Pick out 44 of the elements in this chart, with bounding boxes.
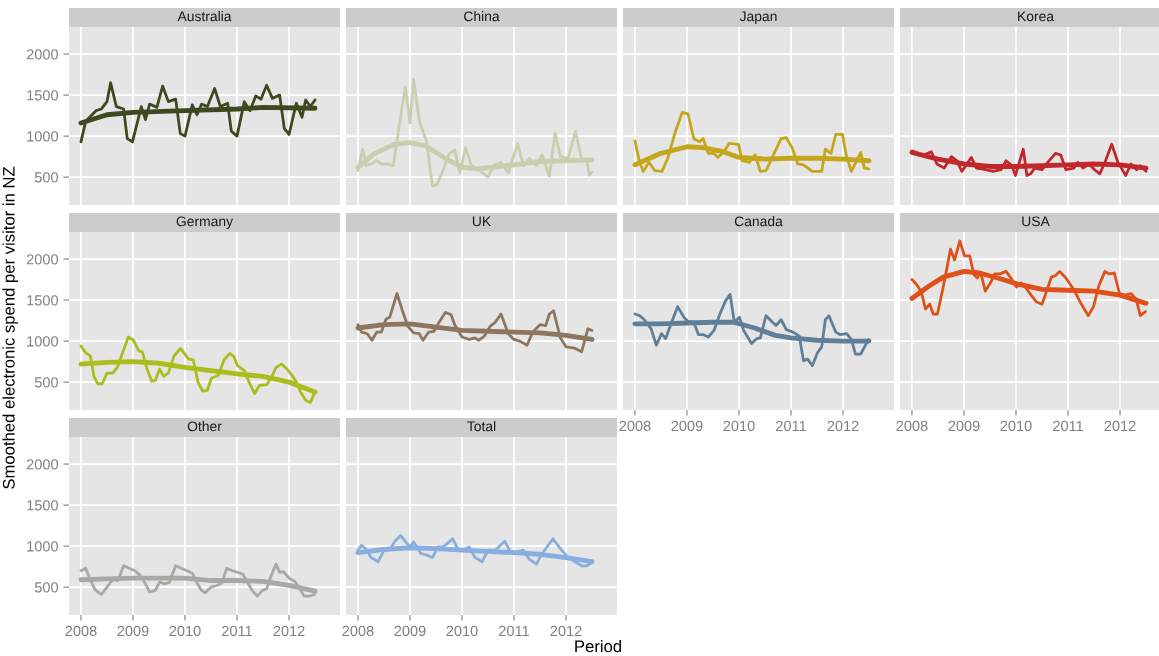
x-axis-title: Period: [575, 640, 622, 653]
chart-title: UK: [472, 216, 491, 227]
x-tick-label: 2008: [896, 420, 928, 432]
y-tick-label: 1500: [27, 90, 59, 101]
x-tick-label: 2012: [273, 625, 305, 637]
y-tick-label: 500: [34, 582, 59, 593]
chart-title: China: [464, 11, 500, 22]
x-tick-label: 2011: [776, 420, 806, 432]
x-tick-label: 2008: [342, 625, 374, 637]
x-tick-label: 2009: [117, 625, 149, 637]
x-tick-label: 2010: [723, 420, 755, 432]
x-tick-label: 2011: [1053, 420, 1083, 432]
y-tick-label: 1500: [27, 295, 59, 306]
x-tick-label: 2010: [169, 625, 201, 637]
y-tick-label: 2000: [26, 459, 59, 470]
chart-title: Japan: [739, 11, 777, 24]
y-tick-label: 500: [34, 172, 59, 183]
y-tick-label: 2000: [26, 254, 59, 265]
x-tick-label: 2009: [394, 625, 426, 637]
y-tick-label: 500: [34, 377, 59, 388]
x-tick-label: 2011: [499, 625, 529, 637]
y-tick-label: 1000: [27, 336, 59, 347]
y-tick-label: 2000: [26, 49, 59, 60]
x-tick-label: 2009: [671, 420, 703, 432]
chart-title: Australia: [177, 11, 232, 22]
x-tick-label: 2012: [550, 625, 582, 637]
chart-title: USA: [1022, 216, 1050, 227]
chart-title: Total: [467, 421, 496, 432]
x-tick-label: 2012: [1104, 420, 1136, 432]
x-tick-label: 2010: [446, 625, 478, 637]
y-tick-label: 1000: [27, 131, 59, 142]
x-tick-label: 2009: [948, 420, 980, 432]
x-tick-label: 2008: [619, 420, 651, 432]
chart-title: Other: [187, 421, 222, 432]
x-tick-label: 2012: [827, 420, 859, 432]
y-tick-label: 1000: [27, 541, 59, 552]
chart-title: Canada: [734, 216, 783, 227]
chart-title: Germany: [176, 216, 234, 229]
x-tick-label: 2010: [1000, 420, 1032, 432]
y-axis-title: Smoothed electronic spend per visitor in NZ: [2, 166, 18, 489]
x-tick-label: 2008: [65, 625, 97, 637]
y-tick-label: 1500: [27, 500, 59, 511]
x-tick-label: 2011: [222, 625, 252, 637]
chart-title: Korea: [1018, 11, 1055, 22]
